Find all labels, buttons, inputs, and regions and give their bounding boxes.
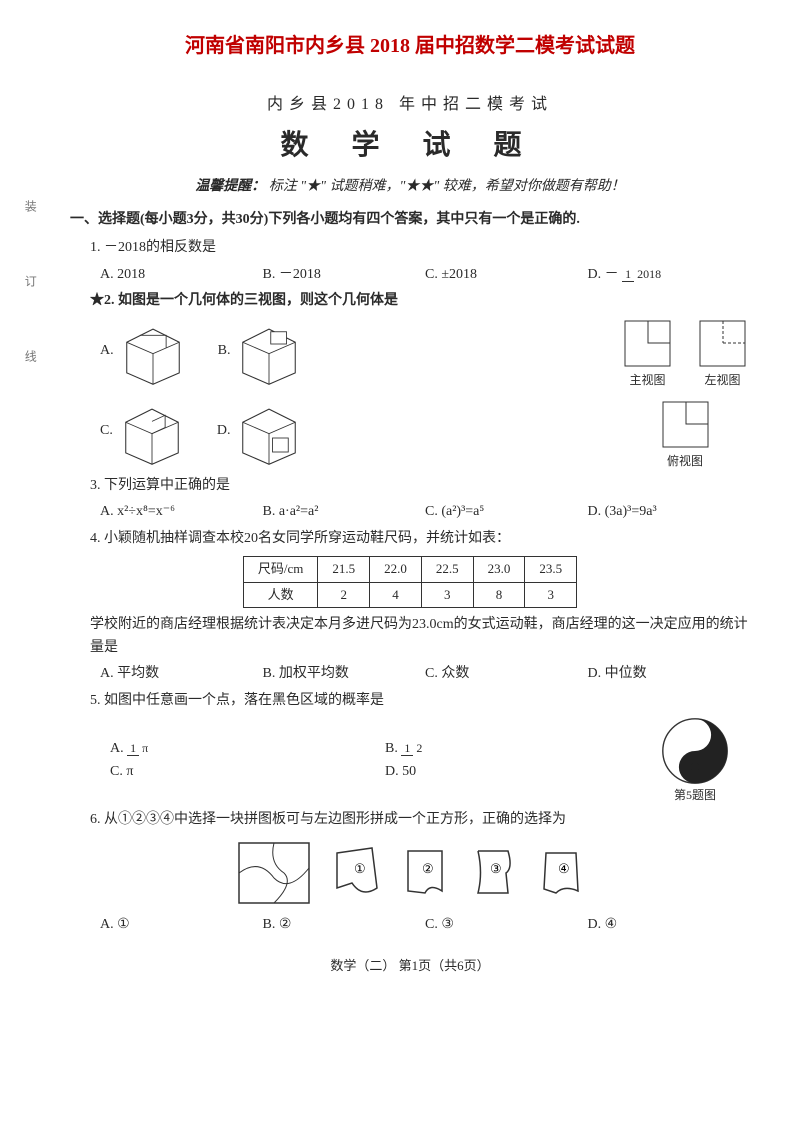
- q5-opt-b: B. 12: [385, 738, 660, 760]
- q6-opt-b: B. ②: [263, 914, 426, 936]
- q5-caption: 第5题图: [660, 786, 730, 805]
- q6-opt-a: A. ①: [100, 914, 263, 936]
- q4-td-4: 8: [473, 582, 525, 608]
- front-view-label: 主视图: [620, 371, 675, 390]
- top-view-icon: [658, 397, 713, 452]
- puzzle-2-label: ②: [422, 861, 434, 876]
- q4-opt-d: D. 中位数: [588, 663, 751, 685]
- q6-opt-c: C. ③: [425, 914, 588, 936]
- q4-th-3: 22.5: [421, 556, 473, 582]
- q4-td-2: 4: [370, 582, 422, 608]
- q4-th-4: 23.0: [473, 556, 525, 582]
- q5-b-num: 1: [401, 741, 413, 756]
- q4-table: 尺码/cm 21.5 22.0 22.5 23.0 23.5 人数 2 4 3 …: [243, 556, 577, 609]
- q1-stem: 1. －2018的相反数是: [90, 237, 750, 259]
- q6-stem: 6. 从①②③④中选择一块拼图板可与左边图形拼成一个正方形，正确的选择为: [90, 809, 750, 831]
- q5-b-den: 2: [413, 741, 425, 755]
- q5-a-den: π: [139, 741, 151, 755]
- left-view-icon: [695, 316, 750, 371]
- doc-main-title: 河南省南阳市内乡县 2018 届中招数学二模考试试题: [70, 30, 750, 62]
- cube-c-icon: [117, 396, 187, 466]
- cube-b-icon: [234, 316, 304, 386]
- q2-opt-a-label: A.: [100, 340, 114, 362]
- q4-th-2: 22.0: [370, 556, 422, 582]
- q1-opt-a: A. 2018: [100, 264, 263, 286]
- subject-title: 数 学 试 题: [70, 124, 750, 169]
- top-view-label: 俯视图: [658, 452, 713, 471]
- q1-opt-b: B. －2018: [263, 264, 426, 286]
- q4-stem: 4. 小颖随机抽样调查本校20名女同学所穿运动鞋尺码，并统计如表：: [90, 528, 750, 550]
- q5-stem: 5. 如图中任意画一个点，落在黑色区域的概率是: [90, 690, 750, 712]
- puzzle-base-icon: [234, 838, 314, 908]
- q2-opt-c-label: C.: [100, 420, 113, 442]
- q2-figures: A. B.: [100, 316, 750, 470]
- q3-opt-a: A. x²÷x⁸=x⁻⁶: [100, 501, 263, 523]
- q2-three-views: 主视图 左视图 俯视图: [620, 316, 750, 470]
- q4-tail: 学校附近的商店经理根据统计表决定本月多进尺码为23.0cm的女式运动鞋，商店经理…: [90, 614, 750, 659]
- exam-subtitle: 内乡县2018 年中招二模考试: [70, 92, 750, 118]
- q5-opt-d: D. 50: [385, 761, 660, 783]
- q3-stem: 3. 下列运算中正确的是: [90, 475, 750, 497]
- q5-a-num: 1: [127, 741, 139, 756]
- reminder-label: 温馨提醒：: [195, 179, 265, 194]
- q4-td-0: 人数: [243, 582, 318, 608]
- puzzle-1-label: ①: [354, 861, 366, 876]
- puzzle-1-icon: ①: [332, 843, 382, 903]
- puzzle-4-label: ④: [558, 861, 570, 876]
- yinyang-icon: [660, 716, 730, 786]
- puzzle-3-icon: ③: [468, 843, 518, 903]
- table-row: 尺码/cm 21.5 22.0 22.5 23.0 23.5: [243, 556, 576, 582]
- puzzle-2-icon: ②: [400, 843, 450, 903]
- q5-opt-c: C. π: [110, 761, 385, 783]
- q4-th-1: 21.5: [318, 556, 370, 582]
- reminder-text: 标注 "★" 试题稍难，"★★" 较难，希望对你做题有帮助！: [269, 179, 625, 194]
- cube-d-icon: [234, 396, 304, 466]
- q1-d-num: 1: [622, 267, 634, 282]
- q4-th-5: 23.5: [525, 556, 577, 582]
- q4-th-0: 尺码/cm: [243, 556, 318, 582]
- q4-td-5: 3: [525, 582, 577, 608]
- q1-opt-d: D. － 12018: [588, 264, 751, 286]
- q5-a-prefix: A.: [110, 741, 127, 756]
- q1-options: A. 2018 B. －2018 C. ±2018 D. － 12018: [100, 264, 750, 286]
- q6-options: A. ① B. ② C. ③ D. ④: [100, 914, 750, 936]
- q4-opt-a: A. 平均数: [100, 663, 263, 685]
- q3-opt-c: C. (a²)³=a⁵: [425, 501, 588, 523]
- q4-opt-c: C. 众数: [425, 663, 588, 685]
- puzzle-3-label: ③: [490, 861, 502, 876]
- q3-opt-b: B. a·a²=a²: [263, 501, 426, 523]
- q5-b-prefix: B.: [385, 741, 401, 756]
- q1-d-den: 2018: [634, 267, 664, 281]
- q4-td-1: 2: [318, 582, 370, 608]
- page-footer: 数学（二） 第1页（共6页）: [70, 956, 750, 977]
- puzzle-4-icon: ④: [536, 843, 586, 903]
- binding-margin: 装 订 线: [20, 200, 39, 392]
- table-row: 人数 2 4 3 8 3: [243, 582, 576, 608]
- q1-opt-c: C. ±2018: [425, 264, 588, 286]
- q4-td-3: 3: [421, 582, 473, 608]
- q3-opt-d: D. (3a)³=9a³: [588, 501, 751, 523]
- left-view-label: 左视图: [695, 371, 750, 390]
- q2-stem: ★2. 如图是一个几何体的三视图，则这个几何体是: [90, 290, 750, 312]
- q2-opt-d-label: D.: [217, 420, 231, 442]
- q6-puzzle-row: ① ② ③ ④: [70, 838, 750, 908]
- cube-a-icon: [118, 316, 188, 386]
- q1-d-prefix: D. －: [588, 267, 619, 282]
- reminder-line: 温馨提醒： 标注 "★" 试题稍难，"★★" 较难，希望对你做题有帮助！: [70, 176, 750, 198]
- q4-options: A. 平均数 B. 加权平均数 C. 众数 D. 中位数: [100, 663, 750, 685]
- front-view-icon: [620, 316, 675, 371]
- q6-opt-d: D. ④: [588, 914, 751, 936]
- q4-opt-b: B. 加权平均数: [263, 663, 426, 685]
- q2-opt-b-label: B.: [218, 340, 231, 362]
- section-1-heading: 一、选择题(每小题3分，共30分)下列各小题均有四个答案，其中只有一个是正确的.: [70, 209, 750, 231]
- q3-options: A. x²÷x⁸=x⁻⁶ B. a·a²=a² C. (a²)³=a⁵ D. (…: [100, 501, 750, 523]
- q5-opt-a: A. 1π: [110, 738, 385, 760]
